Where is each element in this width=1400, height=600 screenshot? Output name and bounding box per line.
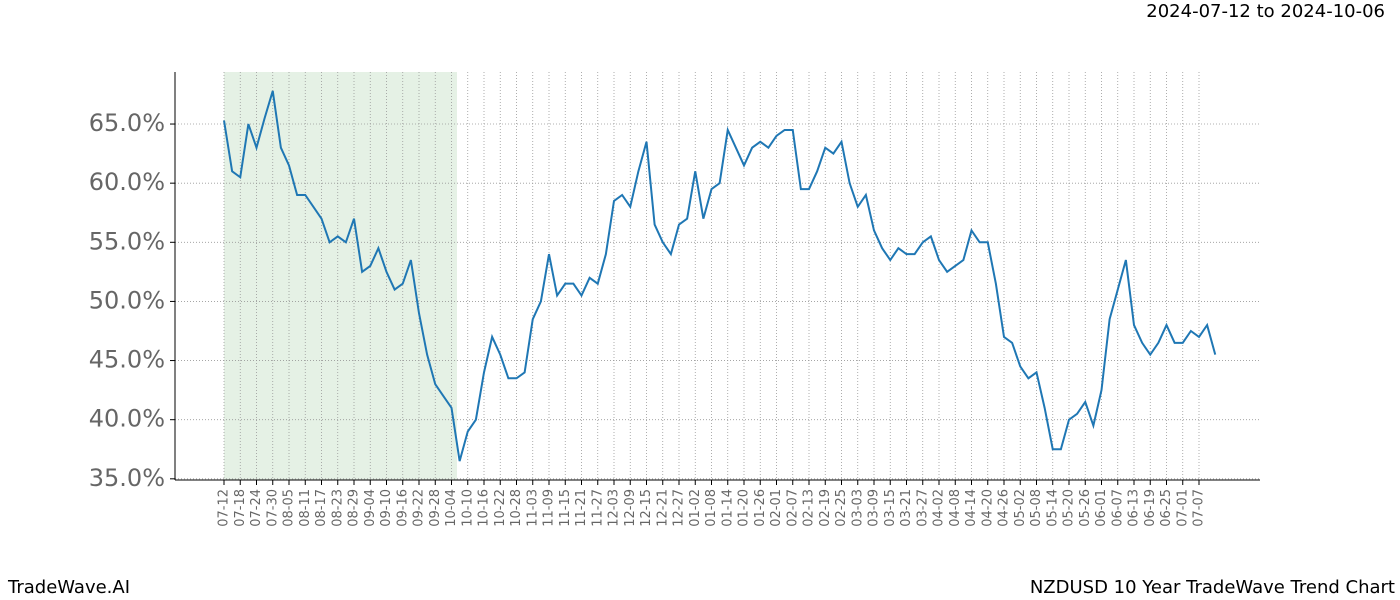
x-tick-label: 09-16 bbox=[395, 489, 410, 527]
x-tick-label: 11-21 bbox=[574, 489, 589, 527]
x-tick-label: 07-18 bbox=[233, 489, 248, 527]
x-tick-label: 02-07 bbox=[785, 489, 800, 527]
y-tick-label: 45.0% bbox=[89, 346, 165, 374]
x-tick-label: 10-10 bbox=[460, 489, 475, 527]
x-tick-label: 06-19 bbox=[1143, 489, 1158, 527]
x-tick-label: 07-07 bbox=[1192, 489, 1207, 527]
x-tick-label: 08-11 bbox=[298, 489, 313, 527]
x-tick-label: 10-04 bbox=[444, 489, 459, 527]
x-tick-label: 08-17 bbox=[314, 489, 329, 527]
highlight-band bbox=[224, 72, 457, 480]
x-tick-label: 01-20 bbox=[737, 489, 752, 527]
x-tick-label: 07-24 bbox=[249, 489, 264, 527]
x-tick-label: 04-26 bbox=[997, 489, 1012, 527]
x-tick-label: 04-14 bbox=[964, 489, 979, 527]
y-tick-label: 55.0% bbox=[89, 227, 165, 255]
x-tick-label: 03-03 bbox=[850, 489, 865, 527]
x-tick-label: 08-23 bbox=[330, 489, 345, 527]
x-tick-label: 06-01 bbox=[1094, 489, 1109, 527]
x-tick-label: 03-27 bbox=[915, 489, 930, 527]
x-tick-label: 09-22 bbox=[412, 489, 427, 527]
x-tick-label: 06-07 bbox=[1110, 489, 1125, 527]
x-tick-label: 12-09 bbox=[623, 489, 638, 527]
x-tick-label: 11-03 bbox=[525, 489, 540, 527]
x-tick-label: 05-02 bbox=[1013, 489, 1028, 527]
x-tick-label: 06-13 bbox=[1127, 489, 1142, 527]
x-tick-label: 05-26 bbox=[1078, 489, 1093, 527]
x-tick-label: 05-14 bbox=[1045, 489, 1060, 527]
x-tick-label: 01-26 bbox=[753, 489, 768, 527]
x-tick-label: 06-25 bbox=[1159, 489, 1174, 527]
x-tick-label: 03-15 bbox=[883, 489, 898, 527]
x-tick-label: 08-29 bbox=[347, 489, 362, 527]
x-tick-label: 01-02 bbox=[688, 489, 703, 527]
y-tick-label: 65.0% bbox=[89, 109, 165, 137]
x-tick-label: 10-28 bbox=[509, 489, 524, 527]
x-tick-label: 09-28 bbox=[428, 489, 443, 527]
x-tick-label: 03-21 bbox=[899, 489, 914, 527]
brand: TradeWave.AI bbox=[7, 577, 130, 598]
x-tick-label: 02-25 bbox=[834, 489, 849, 527]
x-tick-label: 04-20 bbox=[980, 489, 995, 527]
x-tick-label: 12-27 bbox=[672, 489, 687, 527]
y-tick-label: 60.0% bbox=[89, 168, 165, 196]
x-tick-label: 05-20 bbox=[1062, 489, 1077, 527]
x-tick-label: 09-10 bbox=[379, 489, 394, 527]
x-tick-label: 04-02 bbox=[932, 489, 947, 527]
x-tick-label: 02-13 bbox=[802, 489, 817, 527]
x-tick-label: 05-08 bbox=[1029, 489, 1044, 527]
x-tick-label: 07-30 bbox=[265, 489, 280, 527]
date-range: 2024-07-12 to 2024-10-06 bbox=[1146, 1, 1385, 22]
x-tick-label: 10-16 bbox=[477, 489, 492, 527]
x-tick-label: 02-01 bbox=[769, 489, 784, 527]
y-tick-label: 35.0% bbox=[89, 464, 165, 492]
x-tick-label: 01-14 bbox=[720, 489, 735, 527]
y-tick-label: 50.0% bbox=[89, 286, 165, 314]
x-tick-label: 12-21 bbox=[655, 489, 670, 527]
x-tick-label: 02-19 bbox=[818, 489, 833, 527]
x-tick-label: 11-09 bbox=[542, 489, 557, 527]
x-tick-label: 10-22 bbox=[493, 489, 508, 527]
x-tick-label: 03-09 bbox=[867, 489, 882, 527]
trend-line bbox=[223, 90, 1217, 462]
x-tick-label: 11-27 bbox=[590, 489, 605, 527]
chart-title: NZDUSD 10 Year TradeWave Trend Chart bbox=[1030, 577, 1395, 598]
x-tick-label: 07-12 bbox=[217, 489, 232, 527]
x-tick-label: 07-01 bbox=[1175, 489, 1190, 527]
x-tick-label: 09-04 bbox=[363, 489, 378, 527]
x-tick-label: 12-15 bbox=[639, 489, 654, 527]
x-tick-label: 08-05 bbox=[282, 489, 297, 527]
x-tick-label: 11-15 bbox=[558, 489, 573, 527]
x-tick-label: 01-08 bbox=[704, 489, 719, 527]
y-tick-label: 40.0% bbox=[89, 405, 165, 433]
x-tick-label: 12-03 bbox=[607, 489, 622, 527]
x-tick-label: 04-08 bbox=[948, 489, 963, 527]
